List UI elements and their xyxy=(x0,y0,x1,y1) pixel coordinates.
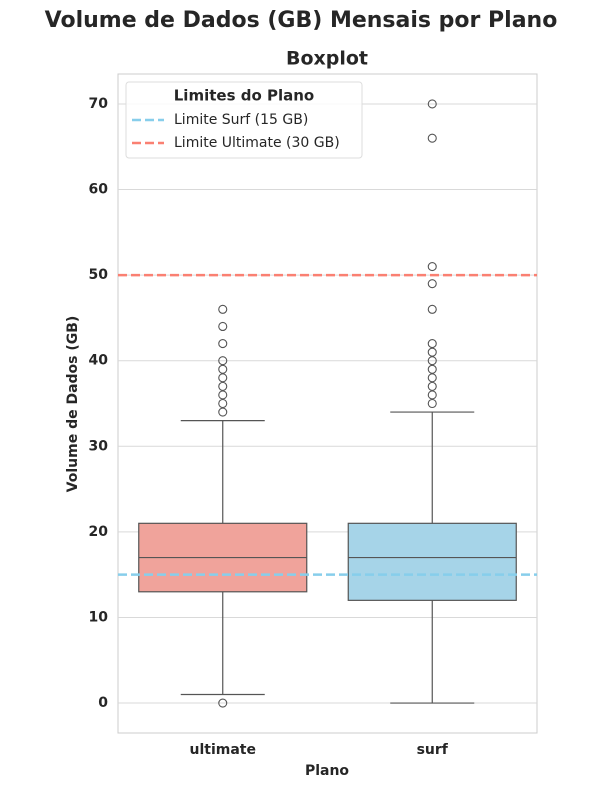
y-tick-label: 20 xyxy=(89,524,109,540)
outlier xyxy=(218,356,228,366)
outlier xyxy=(218,321,228,332)
outlier xyxy=(218,390,228,400)
plot-frame xyxy=(117,73,538,734)
legend-frame xyxy=(125,81,363,159)
legend-label: Limite Surf (15 GB) xyxy=(174,112,308,128)
y-tick-label: 60 xyxy=(89,182,109,198)
outlier xyxy=(218,398,228,409)
legend-label: Limite Ultimate (30 GB) xyxy=(174,135,340,151)
outlier xyxy=(427,279,437,289)
y-axis-label: Volume de Dados (GB) xyxy=(65,316,81,493)
x-axis-label: Plano xyxy=(305,763,349,779)
outlier xyxy=(218,339,228,349)
outlier xyxy=(427,99,437,109)
box xyxy=(347,522,517,601)
x-tick-label: surf xyxy=(417,742,449,758)
outlier xyxy=(427,373,437,383)
outlier xyxy=(427,364,437,374)
y-tick-label: 30 xyxy=(89,438,109,454)
chart-subtitle: Boxplot xyxy=(286,48,368,70)
outlier xyxy=(427,347,437,357)
outlier xyxy=(427,339,437,349)
outlier xyxy=(427,133,437,143)
outlier xyxy=(427,304,437,314)
outlier xyxy=(427,262,437,272)
legend-title: Limites do Plano xyxy=(174,87,314,105)
outlier xyxy=(218,364,228,374)
outlier xyxy=(218,304,228,314)
outlier xyxy=(218,698,228,708)
y-tick-label: 0 xyxy=(98,695,108,711)
outlier xyxy=(427,356,437,366)
y-tick-label: 40 xyxy=(89,353,109,369)
chart-title: Volume de Dados (GB) Mensais por Plano xyxy=(45,8,558,33)
y-tick-label: 50 xyxy=(89,267,109,283)
outlier xyxy=(218,373,228,383)
outlier xyxy=(427,390,437,400)
y-tick-label: 70 xyxy=(89,96,109,112)
outlier xyxy=(218,381,228,391)
outlier xyxy=(427,381,437,391)
outlier xyxy=(427,398,437,409)
y-tick-label: 10 xyxy=(89,609,109,625)
outlier xyxy=(218,407,228,417)
x-tick-label: ultimate xyxy=(190,742,256,758)
